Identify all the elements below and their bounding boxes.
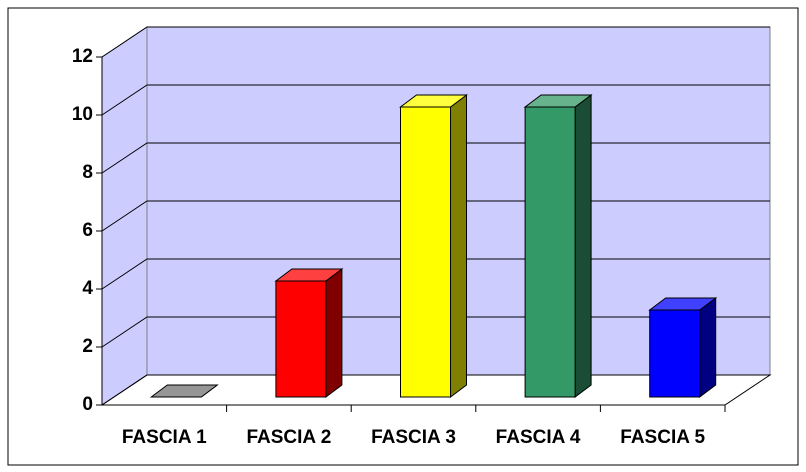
bar: [275, 280, 327, 398]
bar-top: [523, 94, 593, 108]
bar-top: [149, 384, 219, 398]
x-tick-label: FASCIA 5: [620, 427, 705, 448]
x-tick-label: FASCIA 1: [122, 427, 207, 448]
bar-side: [699, 297, 717, 398]
bar: [400, 106, 451, 398]
bar-side: [574, 94, 592, 398]
bar: [524, 106, 576, 398]
bar: [649, 309, 701, 398]
y-tick-label: 0: [82, 394, 93, 415]
bar-side: [450, 94, 467, 398]
grid-line: [101, 26, 770, 58]
y-tick-label: 4: [82, 278, 93, 299]
y-tick-label: 10: [72, 104, 93, 125]
grid-line: [101, 84, 770, 116]
bar-side: [325, 268, 343, 398]
y-tick-label: 2: [82, 336, 93, 357]
y-tick-label: 12: [72, 46, 93, 67]
x-tick-label: FASCIA 2: [246, 427, 331, 448]
y-tick-label: 6: [82, 220, 93, 241]
bar-top: [274, 268, 344, 282]
bar-top: [648, 297, 718, 311]
bar-top: [399, 94, 468, 108]
x-tick-label: FASCIA 3: [371, 427, 456, 448]
x-tick-label: FASCIA 4: [496, 427, 581, 448]
y-tick-label: 8: [82, 162, 93, 183]
